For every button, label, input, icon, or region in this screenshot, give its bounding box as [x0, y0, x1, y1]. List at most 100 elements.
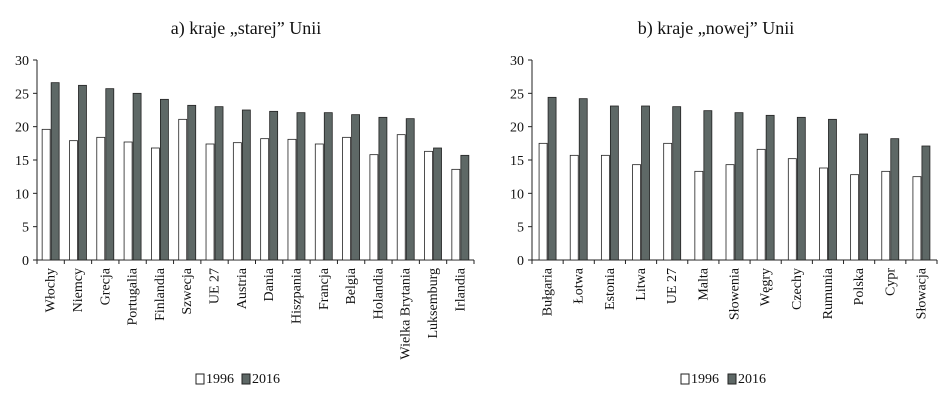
x-tick-label: Wielka Brytania [399, 267, 414, 359]
y-tick-label: 15 [510, 154, 524, 169]
bar-1996 [151, 147, 160, 261]
bar-2016 [433, 147, 442, 261]
legend-label-2016: 2016 [252, 372, 280, 387]
bar-1996 [123, 141, 133, 261]
bar-1996 [451, 168, 461, 261]
bar-1996 [342, 136, 351, 261]
bar-1996 [538, 142, 548, 261]
bar-2016 [351, 114, 360, 261]
bar-2016 [132, 92, 142, 261]
x-tick-label: Belgia [344, 267, 359, 304]
x-tick-label: UE 27 [665, 268, 680, 304]
x-tick-label: Czechy [790, 268, 805, 310]
x-tick-label: Austria [235, 267, 250, 309]
x-tick-label: Dania [262, 267, 277, 301]
bar-2016 [405, 118, 415, 261]
bar-1996 [632, 164, 641, 261]
bar-2016 [734, 112, 744, 261]
bar-1996 [569, 154, 579, 261]
bar-2016 [78, 84, 87, 261]
bar-2016 [765, 114, 775, 261]
x-tick-label: Litwa [634, 267, 649, 300]
bar-2016 [323, 112, 333, 261]
bar-1996 [41, 128, 51, 261]
legend-label-1996: 1996 [691, 372, 719, 387]
bar-2016 [241, 109, 251, 261]
x-tick-label: UE 27 [208, 268, 223, 304]
bar-1996 [424, 150, 433, 261]
x-tick-label: Finlandia [153, 267, 168, 321]
bar-1996 [96, 136, 106, 261]
legend-swatch-1996 [195, 373, 205, 385]
chart-panel-a: a) kraje „starej” Unii 0 5 10 15 20 25 30 Włoch… [15, 18, 475, 387]
bar-2016 [578, 98, 588, 261]
bar-1996 [787, 158, 797, 261]
bar-2016 [378, 116, 388, 261]
y-tick-label: 0 [517, 254, 524, 269]
chart-title: a) kraje „starej” Unii [171, 18, 321, 39]
bar-1996 [232, 142, 242, 261]
bar-2016 [703, 110, 713, 261]
x-tick-label: Malta [696, 267, 711, 300]
legend-label-2016: 2016 [738, 372, 766, 387]
bar-1996 [178, 118, 188, 261]
bar-2016 [890, 138, 900, 261]
bar-1996 [287, 138, 297, 261]
bar-2016 [828, 118, 837, 261]
y-tick-label: 10 [15, 187, 29, 202]
bar-1996 [396, 134, 406, 261]
bar-1996 [69, 140, 78, 261]
y-tick-label: 20 [510, 121, 524, 136]
x-tick-label: Luksemburg [426, 268, 441, 339]
x-tick-label: Holandia [371, 267, 386, 319]
x-tick-label: Słowenia [728, 267, 743, 320]
x-tick-label: Szwecja [180, 267, 195, 314]
y-tick-label: 5 [517, 221, 524, 236]
x-tick-label: Bułgaria [541, 267, 556, 316]
y-tick-label: 10 [510, 187, 524, 202]
bar-2016 [50, 82, 60, 261]
bar-1996 [205, 143, 215, 261]
y-tick-label: 5 [22, 221, 29, 236]
plot-area: 0 5 10 15 20 25 30 Włochy Niemcy Grecja Portugalia… [15, 54, 475, 360]
bar-1996 [314, 143, 324, 261]
x-tick-label: Estonia [603, 267, 618, 310]
bar-2016 [672, 106, 682, 261]
x-tick-label: Łotwa [572, 267, 587, 304]
bar-1996 [694, 170, 704, 261]
x-tick-label: Węgry [759, 268, 774, 306]
bar-1996 [725, 164, 735, 261]
bar-2016 [641, 105, 650, 261]
x-tick-label: Słowacja [914, 267, 929, 319]
bar-2016 [859, 133, 869, 261]
bar-2016 [269, 110, 279, 261]
plot-area: 0 5 10 15 20 25 30 Bułgaria Łotwa Estonia Litwa UE … [510, 54, 938, 320]
bar-1996 [912, 176, 922, 261]
legend-swatch-1996 [680, 373, 690, 385]
chart-panel-b: b) kraje „nowej” Unii 0 5 10 15 20 25 30 Bułgar… [510, 18, 938, 387]
bar-2016 [105, 88, 115, 261]
y-tick-label: 25 [510, 87, 524, 102]
bar-2016 [460, 154, 470, 261]
bar-1996 [756, 148, 766, 261]
x-tick-label: Hiszpania [289, 267, 304, 324]
legend: 1996 2016 [680, 372, 766, 387]
x-tick-label: Niemcy [71, 268, 86, 312]
x-tick-label: Cypr [883, 268, 898, 296]
x-tick-label: Rumunia [821, 267, 836, 319]
legend: 1996 2016 [195, 372, 280, 387]
x-tick-label: Portugalia [126, 267, 141, 325]
bar-2016 [796, 116, 806, 261]
bar-1996 [600, 154, 610, 261]
bar-2016 [214, 106, 224, 261]
bar-1996 [369, 154, 379, 261]
bar-1996 [819, 167, 828, 261]
x-tick-label: Francja [317, 267, 332, 310]
x-tick-label: Grecja [98, 267, 113, 305]
y-tick-label: 20 [15, 121, 29, 136]
bar-1996 [850, 174, 860, 261]
bar-1996 [260, 138, 270, 261]
bar-2016 [160, 98, 169, 261]
y-tick-label: 15 [15, 154, 29, 169]
